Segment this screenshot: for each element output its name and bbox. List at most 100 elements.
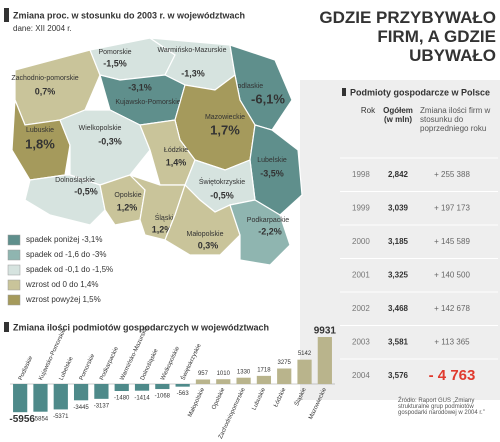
value-label: -3445 xyxy=(73,405,89,411)
region-name: Podkarpackie xyxy=(247,217,290,224)
region-name: Warmińsko-Mazurskie xyxy=(158,47,227,54)
year: 2003 xyxy=(352,338,370,347)
region-value: 0,7% xyxy=(35,86,56,96)
region-value: -3,1% xyxy=(128,82,152,92)
col-header: Zmiana ilości firm w stosunku do poprzed… xyxy=(420,106,491,133)
x-tick-label: Podlaskie xyxy=(18,355,35,382)
region-value: 1,7% xyxy=(210,122,240,137)
region-name: Lubelskie xyxy=(257,157,287,164)
change: + 140 500 xyxy=(434,271,470,280)
bar xyxy=(73,384,89,401)
region-value: -1,3% xyxy=(181,68,205,78)
table-title: Podmioty gospodarcze w Polsce xyxy=(350,87,490,97)
bar xyxy=(317,337,332,384)
year: 2002 xyxy=(352,304,370,313)
legend-label: spadek poniżej -3,1% xyxy=(26,235,103,244)
total: 2,842 xyxy=(388,170,409,179)
table-bg xyxy=(300,80,500,400)
bar xyxy=(195,379,211,384)
legend-label: wzrost powyżej 1,5% xyxy=(25,295,101,304)
region-value: 1,4% xyxy=(166,157,187,167)
value-label: -563 xyxy=(177,391,190,397)
bar xyxy=(236,377,251,384)
x-tick-label: Lubuskie xyxy=(252,386,268,411)
marker xyxy=(342,88,346,96)
region-value: 1,2% xyxy=(152,224,173,234)
year: 1998 xyxy=(352,170,370,179)
region-name: Dolnośląskie xyxy=(55,177,95,184)
map-title: Zmiana proc. w stosunku do 2003 r. w woj… xyxy=(13,10,245,20)
region xyxy=(11,99,71,181)
bar xyxy=(134,384,150,391)
x-tick-label: Dolnośląskie xyxy=(140,348,160,382)
value-label: -1480 xyxy=(114,396,130,402)
region-name: Mazowieckie xyxy=(205,114,245,121)
region-name: Zachodnio-pomorskie xyxy=(11,75,78,82)
main-title: GDZIE PRZYBYWAŁO FIRM, A GDZIE UBYWAŁO xyxy=(319,8,496,65)
x-tick-label: Małopolskie xyxy=(187,386,206,418)
year: 2004 xyxy=(352,371,370,380)
bar xyxy=(155,384,170,390)
marker xyxy=(4,322,9,332)
value-label: -5956 xyxy=(9,414,35,425)
change: + 197 173 xyxy=(434,204,470,213)
x-tick-label: Lubelskie xyxy=(59,355,75,381)
legend-label: spadek od -0,1 do -1,5% xyxy=(26,265,113,274)
legend-swatch xyxy=(7,249,21,261)
change: + 142 678 xyxy=(434,304,470,313)
legend-swatch xyxy=(7,294,21,306)
x-tick-label: Łódzkie xyxy=(273,386,287,408)
x-tick-label: Wielkopolskie xyxy=(160,345,181,381)
legend-label: spadek od -1,6 do -3% xyxy=(26,250,107,259)
bar xyxy=(175,384,190,387)
bar xyxy=(216,379,231,384)
region-value: 0,3% xyxy=(198,240,219,250)
value-label: 1010 xyxy=(217,371,231,377)
source: Źródło: Raport GUS „Zmiany strukturalne … xyxy=(398,398,485,416)
value-label: -1068 xyxy=(155,394,171,400)
bar-title: Zmiana ilości podmiotów gospodarczych w … xyxy=(13,322,269,332)
value-label: -5854 xyxy=(33,416,49,422)
col-header: Rok xyxy=(360,106,376,115)
region-name: Małopolskie xyxy=(187,231,224,238)
region-value: -0,3% xyxy=(98,136,122,146)
map-subtitle: dane: XII 2004 r. xyxy=(13,24,72,33)
marker xyxy=(4,8,9,22)
region-value: -3,5% xyxy=(260,168,284,178)
region-value: 1,2% xyxy=(117,202,138,212)
x-tick-label: Podkarpackie xyxy=(99,345,120,381)
change: + 255 388 xyxy=(434,170,470,179)
total: 3,468 xyxy=(388,304,409,313)
value-label: 957 xyxy=(198,371,209,377)
year: 2001 xyxy=(352,271,370,280)
value-label: 1330 xyxy=(237,369,251,375)
total: 3,581 xyxy=(388,338,409,347)
bar xyxy=(13,384,28,413)
region-value: -2,2% xyxy=(258,226,282,236)
region-name: Lubuskie xyxy=(26,127,54,134)
change: - 4 763 xyxy=(429,367,476,384)
legend-label: wzrost od 0 do 1,4% xyxy=(25,280,98,289)
value-label: 9931 xyxy=(314,326,337,337)
total: 3,185 xyxy=(388,237,409,246)
bar xyxy=(114,384,129,392)
total: 3,325 xyxy=(388,271,409,280)
bar xyxy=(53,384,68,410)
region xyxy=(59,109,151,186)
region-name: Łódzkie xyxy=(164,147,188,154)
region-value: -6,1% xyxy=(251,91,285,106)
change: + 113 365 xyxy=(434,338,470,347)
region-name: Świętokrzyskie xyxy=(199,177,245,186)
x-tick-label: Opolskie xyxy=(211,386,227,410)
region-value: 1,8% xyxy=(25,136,55,151)
legend-swatch xyxy=(7,234,21,246)
value-label: 1718 xyxy=(257,367,271,373)
region-name: Pomorskie xyxy=(98,49,131,56)
value-label: -1414 xyxy=(134,395,150,401)
region-name: Kujawsko-Pomorskie xyxy=(115,99,180,106)
value-label: -5371 xyxy=(53,414,69,420)
region-name: Śląskie xyxy=(155,213,178,222)
region-value: -1,5% xyxy=(103,58,127,68)
